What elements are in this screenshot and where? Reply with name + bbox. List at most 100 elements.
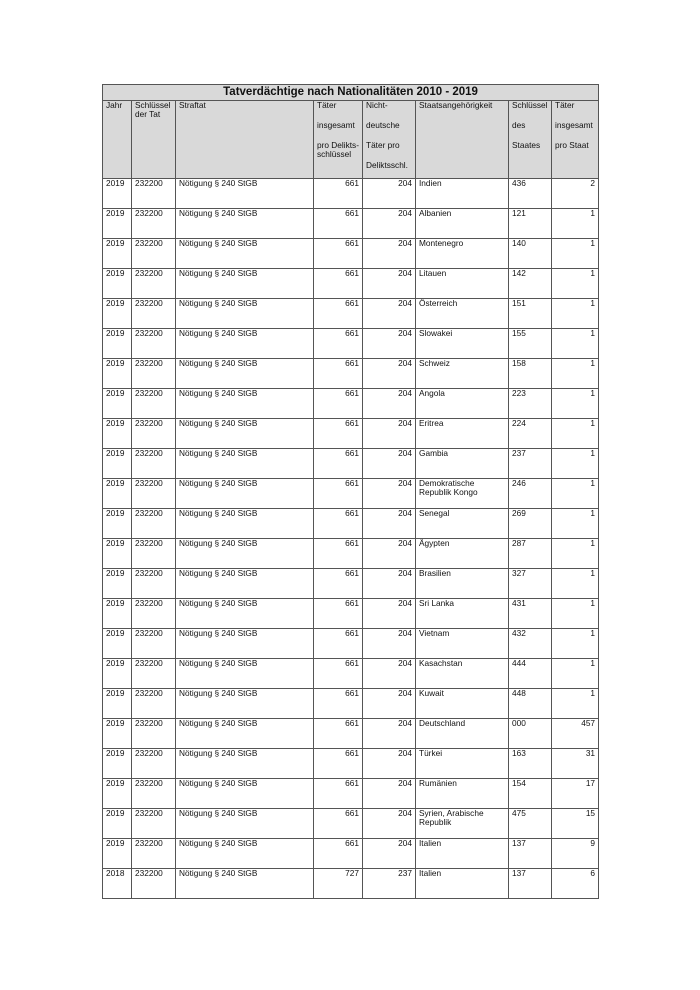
cell-schluessel-tat: 232200 [131, 868, 176, 899]
cell-nichtdeutsche: 204 [362, 478, 416, 509]
cell-taeter-gesamt: 661 [313, 448, 363, 479]
cell-taeter-gesamt: 661 [313, 718, 363, 749]
cell-staat: Vietnam [415, 628, 509, 659]
cell-jahr: 2019 [102, 778, 132, 809]
cell-jahr: 2019 [102, 628, 132, 659]
cell-staat: Sri Lanka [415, 598, 509, 629]
cell-staat: Eritrea [415, 418, 509, 449]
header-line: Täter [555, 100, 575, 110]
cell-schluessel-tat: 232200 [131, 598, 176, 629]
cell-taeter-staat: 1 [550, 628, 600, 659]
cell-schluessel-tat: 232200 [131, 808, 176, 839]
cell-staat: Litauen [415, 268, 509, 299]
cell-nichtdeutsche: 204 [362, 208, 416, 239]
cell-schluessel-staat: 431 [508, 598, 552, 629]
table-row: 2019 232200 Nötigung § 240 StGB 661 204 Litau… [102, 268, 600, 299]
cell-taeter-gesamt: 661 [313, 508, 363, 539]
table-row: 2019 232200 Nötigung § 240 StGB 661 204 Vietn… [102, 628, 600, 659]
cell-schluessel-tat: 232200 [131, 208, 176, 239]
cell-taeter-gesamt: 727 [313, 868, 363, 899]
cell-taeter-staat: 1 [550, 658, 600, 689]
cell-straftat: Nötigung § 240 StGB [175, 778, 314, 809]
cell-taeter-staat: 457 [550, 718, 600, 749]
cell-schluessel-staat: 287 [508, 538, 552, 569]
cell-straftat: Nötigung § 240 StGB [175, 748, 314, 779]
cell-nichtdeutsche: 204 [362, 328, 416, 359]
header-line: pro Staat [555, 140, 589, 150]
header-line: Schlüssel [512, 100, 548, 110]
cell-schluessel-tat: 232200 [131, 298, 176, 329]
cell-nichtdeutsche: 204 [362, 748, 416, 779]
cell-taeter-gesamt: 661 [313, 778, 363, 809]
cell-jahr: 2019 [102, 238, 132, 269]
cell-jahr: 2019 [102, 718, 132, 749]
cell-taeter-gesamt: 661 [313, 688, 363, 719]
cell-taeter-staat: 1 [550, 208, 600, 239]
cell-straftat: Nötigung § 240 StGB [175, 538, 314, 569]
header-staat: Staatsangehörigkeit [415, 100, 509, 179]
cell-staat: Angola [415, 388, 509, 419]
cell-jahr: 2019 [102, 208, 132, 239]
cell-straftat: Nötigung § 240 StGB [175, 598, 314, 629]
table-row: 2019 232200 Nötigung § 240 StGB 661 204 Demok… [102, 478, 600, 509]
table-row: 2019 232200 Nötigung § 240 StGB 661 204 Kasac… [102, 658, 600, 689]
cell-taeter-gesamt: 661 [313, 658, 363, 689]
table-row: 2019 232200 Nötigung § 240 StGB 661 204 Slowa… [102, 328, 600, 359]
cell-staat: Indien [415, 178, 509, 209]
cell-straftat: Nötigung § 240 StGB [175, 418, 314, 449]
header-taeter-staat: Täter insgesamt pro Staat [550, 100, 600, 179]
table-row: 2019 232200 Nötigung § 240 StGB 661 204 Deuts… [102, 718, 600, 749]
cell-nichtdeutsche: 204 [362, 388, 416, 419]
cell-staat: Albanien [415, 208, 509, 239]
cell-schluessel-staat: 151 [508, 298, 552, 329]
cell-taeter-gesamt: 661 [313, 838, 363, 869]
cell-nichtdeutsche: 204 [362, 418, 416, 449]
cell-schluessel-tat: 232200 [131, 688, 176, 719]
cell-schluessel-tat: 232200 [131, 238, 176, 269]
cell-straftat: Nötigung § 240 StGB [175, 298, 314, 329]
cell-nichtdeutsche: 204 [362, 238, 416, 269]
cell-nichtdeutsche: 204 [362, 298, 416, 329]
cell-schluessel-tat: 232200 [131, 448, 176, 479]
cell-taeter-staat: 1 [550, 328, 600, 359]
table-row: 2019 232200 Nötigung § 240 StGB 661 204 Gambi… [102, 448, 600, 479]
cell-taeter-gesamt: 661 [313, 418, 363, 449]
table-row: 2019 232200 Nötigung § 240 StGB 661 204 Angol… [102, 388, 600, 419]
cell-schluessel-staat: 158 [508, 358, 552, 389]
cell-straftat: Nötigung § 240 StGB [175, 478, 314, 509]
cell-taeter-gesamt: 661 [313, 388, 363, 419]
cell-jahr: 2019 [102, 658, 132, 689]
cell-schluessel-tat: 232200 [131, 778, 176, 809]
header-line: Nicht- [366, 100, 388, 110]
cell-schluessel-tat: 232200 [131, 838, 176, 869]
cell-taeter-staat: 1 [550, 598, 600, 629]
cell-schluessel-staat: 448 [508, 688, 552, 719]
cell-taeter-staat: 1 [550, 508, 600, 539]
header-schluessel-staat: Schlüssel des Staates [508, 100, 552, 179]
cell-straftat: Nötigung § 240 StGB [175, 868, 314, 899]
cell-schluessel-tat: 232200 [131, 508, 176, 539]
cell-jahr: 2019 [102, 508, 132, 539]
cell-nichtdeutsche: 204 [362, 448, 416, 479]
cell-nichtdeutsche: 204 [362, 688, 416, 719]
cell-nichtdeutsche: 204 [362, 838, 416, 869]
cell-straftat: Nötigung § 240 StGB [175, 268, 314, 299]
cell-taeter-gesamt: 661 [313, 568, 363, 599]
cell-taeter-gesamt: 661 [313, 328, 363, 359]
table-row: 2019 232200 Nötigung § 240 StGB 661 204 Alban… [102, 208, 600, 239]
cell-schluessel-tat: 232200 [131, 268, 176, 299]
cell-nichtdeutsche: 204 [362, 778, 416, 809]
cell-schluessel-tat: 232200 [131, 418, 176, 449]
cell-straftat: Nötigung § 240 StGB [175, 178, 314, 209]
table-row: 2019 232200 Nötigung § 240 StGB 661 204 Eritr… [102, 418, 600, 449]
cell-staat: Schweiz [415, 358, 509, 389]
cell-straftat: Nötigung § 240 StGB [175, 658, 314, 689]
cell-schluessel-staat: 155 [508, 328, 552, 359]
cell-taeter-gesamt: 661 [313, 178, 363, 209]
cell-schluessel-staat: 121 [508, 208, 552, 239]
cell-straftat: Nötigung § 240 StGB [175, 838, 314, 869]
cell-jahr: 2019 [102, 358, 132, 389]
cell-jahr: 2019 [102, 748, 132, 779]
header-line: Täter pro [366, 140, 400, 150]
cell-nichtdeutsche: 237 [362, 868, 416, 899]
